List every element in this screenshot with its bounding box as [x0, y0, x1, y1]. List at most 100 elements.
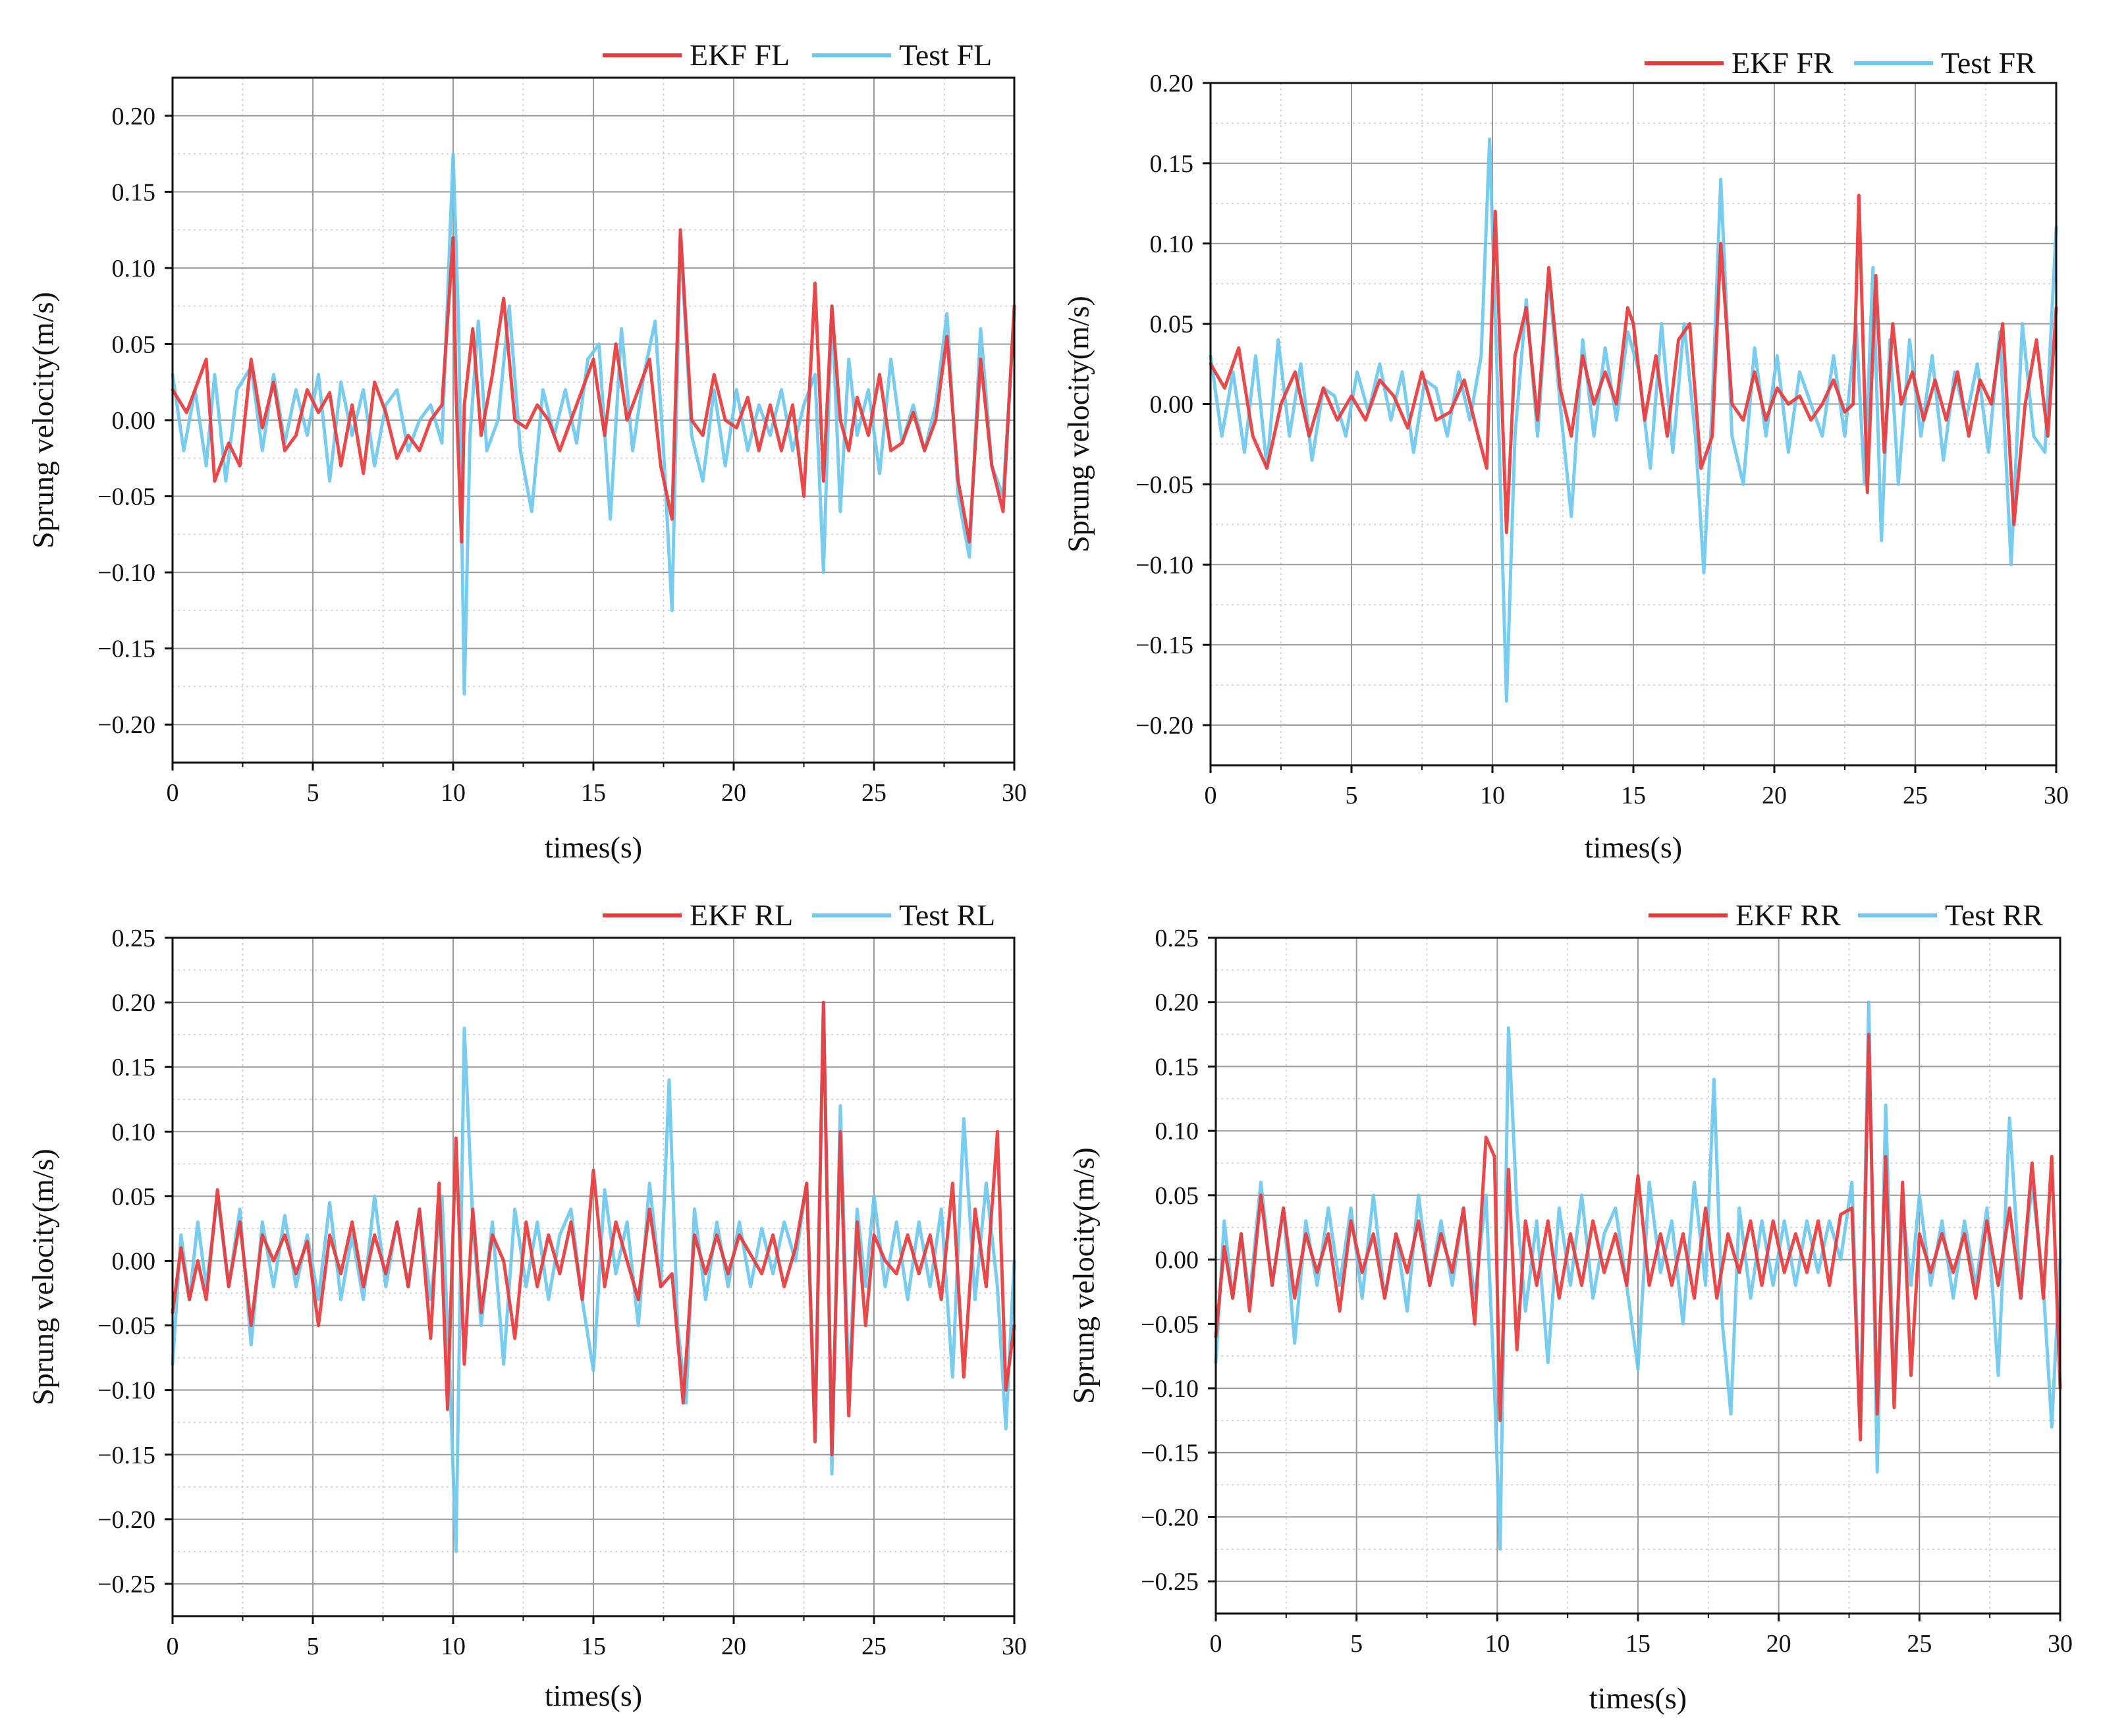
x-tick-label: 25	[861, 779, 887, 807]
y-tick-label: 0.10	[112, 1118, 156, 1146]
y-tick-label: 0.15	[112, 178, 156, 206]
y-tick-label: 0.05	[112, 331, 156, 358]
legend-label-ekf: EKF FR	[1732, 46, 1834, 80]
y-tick-label: −0.20	[97, 711, 155, 739]
y-tick-label: 0.05	[112, 1183, 156, 1210]
y-tick-label: −0.25	[1141, 1568, 1199, 1596]
x-tick-label: 5	[1346, 782, 1358, 809]
y-tick-label: 0.20	[1150, 70, 1194, 97]
y-tick-label: 0.00	[112, 1247, 156, 1275]
chart-panel-rl: 0 5 10 15 20 25 30 −0.25 −0.20 −0.15 −0.10 −0.05 0.0…	[26, 898, 1027, 1712]
y-tick-label: −0.10	[1141, 1375, 1199, 1403]
legend-label-test: Test RL	[899, 898, 995, 932]
x-tick-label: 20	[721, 779, 746, 807]
y-tick-label: −0.05	[97, 1313, 155, 1340]
y-tick-label: 0.25	[112, 925, 156, 952]
series-line-test-fl	[171, 152, 1016, 696]
y-tick-label: −0.10	[1135, 551, 1193, 579]
y-axis-title: Sprung velocity(m/s)	[1062, 296, 1095, 553]
y-axis-title: Sprung velocity(m/s)	[26, 1149, 60, 1405]
x-tick-label: 0	[167, 779, 179, 807]
legend: EKF RR Test RR	[1649, 898, 2043, 932]
y-tick-label: −0.05	[1135, 471, 1193, 499]
y-tick-label: −0.25	[97, 1571, 155, 1598]
x-tick-label: 10	[441, 779, 466, 807]
x-tick-label: 30	[1002, 1633, 1027, 1660]
legend: EKF FR Test FR	[1645, 46, 2036, 80]
legend-label-ekf: EKF FL	[690, 38, 790, 72]
y-tick-label: 0.15	[112, 1054, 156, 1081]
legend: EKF FL Test FL	[603, 38, 992, 72]
y-tick-label: −0.10	[97, 559, 155, 587]
y-tick-label: 0.05	[1155, 1182, 1199, 1210]
series-line-ekf-rr	[1214, 1033, 2062, 1442]
y-tick-label: −0.20	[1135, 712, 1193, 740]
x-tick-label: 30	[2048, 1630, 2073, 1658]
y-tick-label: −0.15	[97, 1442, 155, 1469]
x-axis-title: times(s)	[1589, 1681, 1687, 1715]
x-tick-label: 20	[1766, 1630, 1791, 1658]
x-tick-label: 25	[1907, 1630, 1932, 1658]
x-tick-label: 15	[1625, 1630, 1651, 1658]
series-line-ekf-fr	[1209, 194, 2058, 534]
x-tick-label: 25	[1903, 782, 1928, 809]
y-tick-label: −0.15	[97, 636, 155, 663]
x-tick-label: 5	[307, 1633, 319, 1660]
x-tick-label: 10	[1485, 1630, 1510, 1658]
legend-label-test: Test RR	[1945, 898, 2043, 932]
legend-label-ekf: EKF RL	[690, 898, 793, 932]
series-line-ekf-fl	[171, 228, 1016, 544]
x-tick-label: 0	[1210, 1630, 1222, 1658]
y-axis-title: Sprung velocity(m/s)	[1067, 1147, 1101, 1404]
x-axis-title: times(s)	[1585, 830, 1682, 864]
y-tick-label: −0.05	[1141, 1311, 1199, 1338]
legend-label-test: Test FR	[1941, 46, 2036, 80]
legend-label-ekf: EKF RR	[1735, 898, 1841, 932]
x-tick-label: 15	[581, 1633, 606, 1660]
series-line-ekf-rl	[171, 1000, 1016, 1457]
y-tick-label: 0.10	[112, 255, 156, 283]
y-tick-label: 0.00	[112, 407, 156, 435]
x-tick-label: 20	[721, 1633, 746, 1660]
y-tick-label: 0.20	[1155, 989, 1199, 1017]
chart-panel-fr: 0 5 10 15 20 25 30 −0.20 −0.15 −0.10 −0.05 0.00 0.05…	[1062, 46, 2069, 864]
y-tick-label: 0.20	[112, 103, 156, 130]
chart-panel-rr: 0 5 10 15 20 25 30 −0.25 −0.20 −0.15 −0.10 −0.05 0.0…	[1067, 898, 2073, 1715]
y-tick-label: −0.20	[97, 1506, 155, 1534]
x-tick-label: 5	[1350, 1630, 1363, 1658]
y-tick-label: −0.15	[1135, 632, 1193, 659]
y-tick-label: 0.20	[112, 989, 156, 1017]
y-tick-label: 0.10	[1150, 231, 1194, 258]
y-tick-label: 0.00	[1150, 391, 1194, 419]
x-tick-label: 5	[307, 779, 319, 807]
legend: EKF RL Test RL	[603, 898, 995, 932]
y-axis-title: Sprung velocity(m/s)	[26, 292, 60, 549]
y-tick-label: −0.10	[97, 1377, 155, 1405]
y-tick-label: −0.20	[1141, 1504, 1199, 1531]
y-tick-label: −0.05	[97, 483, 155, 511]
y-tick-label: 0.10	[1155, 1118, 1199, 1145]
x-tick-label: 30	[1002, 779, 1027, 807]
x-tick-label: 15	[1621, 782, 1646, 809]
y-tick-label: −0.15	[1141, 1440, 1199, 1467]
chart-panel-fl: 0 5 10 15 20 25 30 −0.20 −0.15 −0.10 −0.05 0.00 0.05…	[26, 38, 1027, 864]
legend-label-test: Test FL	[899, 38, 992, 72]
series-line-test-rl	[171, 1000, 1016, 1554]
x-tick-label: 25	[861, 1633, 887, 1660]
y-tick-label: 0.05	[1150, 311, 1194, 339]
x-axis-title: times(s)	[545, 830, 642, 864]
y-tick-label: 0.25	[1155, 925, 1199, 952]
x-tick-label: 0	[1205, 782, 1217, 809]
y-tick-label: 0.00	[1155, 1247, 1199, 1274]
x-axis-title: times(s)	[545, 1679, 642, 1712]
grid	[1211, 82, 2056, 765]
y-tick-label: 0.15	[1150, 150, 1194, 178]
x-tick-label: 15	[581, 779, 606, 807]
x-tick-label: 30	[2044, 782, 2069, 809]
x-tick-label: 0	[167, 1633, 179, 1660]
x-tick-label: 10	[441, 1633, 466, 1660]
y-tick-label: 0.15	[1155, 1053, 1199, 1081]
x-tick-label: 10	[1480, 782, 1505, 809]
x-tick-label: 20	[1762, 782, 1787, 809]
